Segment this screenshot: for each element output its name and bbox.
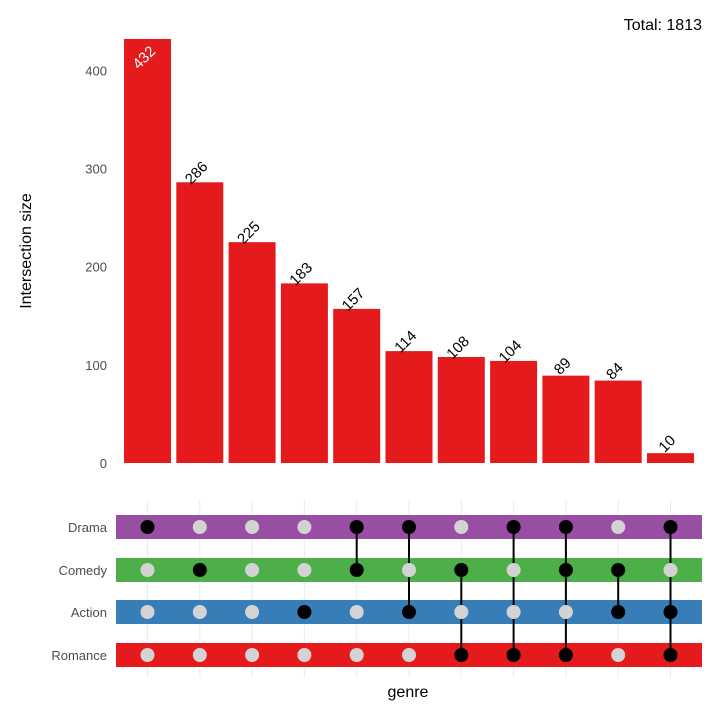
matrix-dot-inactive xyxy=(245,520,260,534)
matrix-dot-active xyxy=(663,605,678,619)
intersection-bar xyxy=(594,380,642,463)
matrix-dot-active xyxy=(402,520,416,534)
matrix-dot-active xyxy=(506,648,521,662)
y-axis-title: Intersection size xyxy=(18,193,35,309)
matrix-dot-active xyxy=(192,563,207,577)
y-tick-label: 400 xyxy=(85,63,107,78)
intersection-bar xyxy=(333,308,381,463)
matrix-dot-inactive xyxy=(140,563,155,577)
matrix-dot-inactive xyxy=(454,605,469,619)
matrix-dot-inactive xyxy=(454,520,469,534)
matrix-dot-inactive xyxy=(663,563,678,577)
matrix-dot-inactive xyxy=(349,605,364,619)
set-label: Action xyxy=(71,605,107,620)
matrix-dot-inactive xyxy=(297,520,312,534)
matrix-dot-inactive xyxy=(506,605,521,619)
matrix-dot-inactive xyxy=(192,520,207,534)
intersection-bar xyxy=(490,360,538,463)
matrix-dot-inactive xyxy=(349,648,364,662)
matrix-dot-inactive xyxy=(192,648,207,662)
matrix-dot-inactive xyxy=(297,563,312,577)
intersection-bar xyxy=(228,242,276,463)
intersection-bar xyxy=(124,38,171,463)
y-tick-label: 0 xyxy=(100,456,107,471)
matrix-dot-active xyxy=(611,605,626,619)
matrix-dot-active xyxy=(663,520,678,534)
matrix-dot-active xyxy=(349,563,364,577)
matrix-dot-inactive xyxy=(245,563,260,577)
y-tick-label: 300 xyxy=(85,162,107,177)
intersection-bar xyxy=(542,375,590,463)
matrix-dot-inactive xyxy=(192,605,207,619)
matrix-dot-inactive xyxy=(297,648,312,662)
matrix-dot-inactive xyxy=(611,520,626,534)
matrix-dot-active xyxy=(297,605,312,619)
intersection-bar xyxy=(280,283,328,463)
set-label: Comedy xyxy=(59,563,108,578)
matrix-dot-active xyxy=(140,520,155,534)
matrix-dot-active xyxy=(611,563,626,577)
matrix-dot-inactive xyxy=(245,605,260,619)
matrix-dot-inactive xyxy=(506,563,521,577)
intersection-bar xyxy=(437,356,485,463)
set-label: Drama xyxy=(68,520,108,535)
matrix-panel: Drama Comedy Action Romance xyxy=(51,500,702,678)
y-tick-label: 200 xyxy=(85,260,107,275)
matrix-dot-active xyxy=(506,520,521,534)
bar-value-label: 84 xyxy=(603,359,627,383)
matrix-dot-active xyxy=(558,563,573,577)
matrix-dot-active xyxy=(558,648,573,662)
matrix-dot-inactive xyxy=(402,648,416,662)
y-tick-label: 100 xyxy=(85,358,107,373)
matrix-dot-active xyxy=(558,520,573,534)
intersection-bar xyxy=(385,351,433,463)
set-label: Romance xyxy=(51,648,107,663)
bar-value-label: 10 xyxy=(655,432,679,456)
matrix-dot-inactive xyxy=(140,648,155,662)
matrix-dot-inactive xyxy=(402,563,416,577)
matrix-dot-active xyxy=(454,563,469,577)
matrix-dot-active xyxy=(454,648,469,662)
matrix-dot-active xyxy=(349,520,364,534)
matrix-dot-active xyxy=(402,605,416,619)
intersection-bar xyxy=(176,182,224,463)
matrix-dot-inactive xyxy=(140,605,155,619)
matrix-dot-inactive xyxy=(611,648,626,662)
x-axis-title: genre xyxy=(388,684,429,701)
matrix-dot-inactive xyxy=(558,605,573,619)
matrix-dot-active xyxy=(663,648,678,662)
bar-value-label: 89 xyxy=(551,355,575,379)
matrix-dot-inactive xyxy=(245,648,260,662)
total-label: Total: 1813 xyxy=(624,17,702,34)
intersection-bar xyxy=(647,453,694,463)
